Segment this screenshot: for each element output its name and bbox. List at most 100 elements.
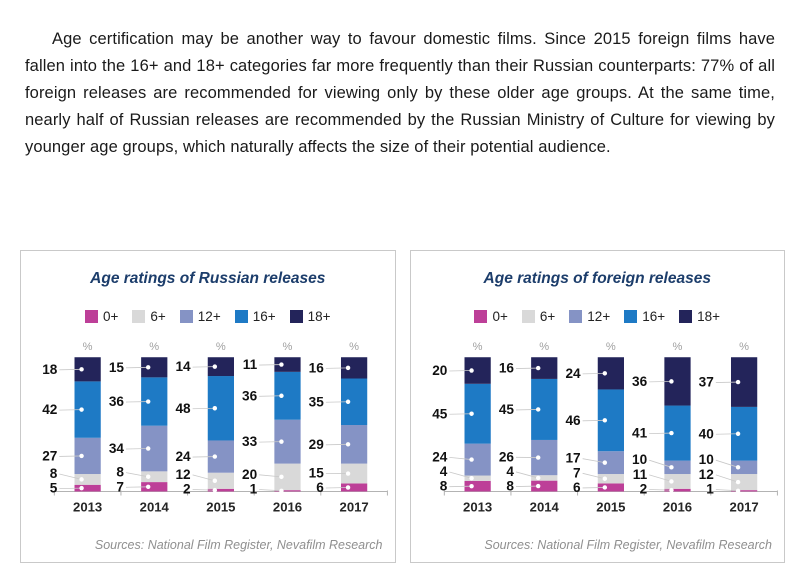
value-label-12plus: 33 <box>242 434 258 449</box>
value-label-18plus: 16 <box>498 361 514 376</box>
category-label-year: 2013 <box>73 500 102 515</box>
legend-item-6plus: 6+ <box>132 309 165 324</box>
value-label-12plus: 29 <box>309 437 325 452</box>
legend-label: 6+ <box>540 309 555 324</box>
category-label-year: 2016 <box>273 500 302 515</box>
value-label-0plus: 8 <box>439 479 447 494</box>
percent-unit-label: % <box>739 341 749 353</box>
value-label-16plus: 35 <box>309 394 325 409</box>
leader-dot <box>346 442 350 446</box>
chart-panel-russian-releases: Age ratings of Russian releases 0+6+12+1… <box>20 250 396 563</box>
percent-unit-label: % <box>539 341 549 353</box>
value-label-16plus: 45 <box>498 402 514 417</box>
bar-segment-6plus <box>464 476 490 481</box>
legend-label: 16+ <box>253 309 276 324</box>
legend-swatch <box>180 310 193 323</box>
bar-segment-6plus <box>208 473 234 489</box>
value-label-0plus: 6 <box>316 480 324 495</box>
leader-dot <box>735 480 739 484</box>
category-label-year: 2013 <box>463 500 492 515</box>
leader-line <box>126 367 148 368</box>
leader-dot <box>669 479 673 483</box>
legend-label: 18+ <box>308 309 331 324</box>
leader-dot <box>346 485 350 489</box>
leader-dot <box>213 488 217 492</box>
leader-dot <box>279 475 283 479</box>
leader-dot <box>146 365 150 369</box>
value-label-6plus: 11 <box>632 467 647 482</box>
leader-line <box>259 396 281 397</box>
sources-note: Sources: National Film Register, Nevafil… <box>484 538 772 552</box>
legend-label: 12+ <box>587 309 610 324</box>
value-label-12plus: 24 <box>432 449 448 464</box>
leader-line <box>582 420 604 421</box>
category-label-year: 2014 <box>140 500 170 515</box>
legend-label: 0+ <box>492 309 507 324</box>
value-label-18plus: 24 <box>565 366 581 381</box>
leader-line <box>326 487 348 488</box>
value-label-0plus: 2 <box>183 482 191 497</box>
leader-line <box>259 442 281 443</box>
leader-dot <box>279 489 283 493</box>
leader-dot <box>279 394 283 398</box>
leader-line <box>649 381 671 382</box>
percent-unit-label: % <box>283 341 293 353</box>
leader-line <box>259 365 281 366</box>
leader-dot <box>669 431 673 435</box>
legend-swatch <box>569 310 582 323</box>
leader-dot <box>669 488 673 492</box>
stacked-bar-plot: %582742182013%783436152014%2122448142015… <box>21 332 395 530</box>
value-label-16plus: 45 <box>432 406 448 421</box>
value-label-0plus: 2 <box>639 482 647 497</box>
leader-dot <box>669 465 673 469</box>
chart-legend: 0+6+12+16+18+ <box>411 309 785 324</box>
leader-dot <box>602 485 606 489</box>
leader-dot <box>535 455 539 459</box>
value-label-12plus: 10 <box>632 452 648 467</box>
category-label-year: 2017 <box>729 500 758 515</box>
legend-swatch <box>132 310 145 323</box>
leader-dot <box>213 479 217 483</box>
leader-dot <box>469 368 473 372</box>
leader-line <box>715 434 737 435</box>
value-label-16plus: 46 <box>565 413 581 428</box>
leader-dot <box>602 460 606 464</box>
value-label-6plus: 4 <box>506 464 514 479</box>
leader-line <box>582 373 604 374</box>
leader-dot <box>279 362 283 366</box>
leader-dot <box>279 439 283 443</box>
percent-unit-label: % <box>605 341 615 353</box>
bar-segment-6plus <box>531 475 557 480</box>
leader-dot <box>669 379 673 383</box>
legend-swatch <box>522 310 535 323</box>
legend-item-12plus: 12+ <box>569 309 610 324</box>
bar-segment-12plus <box>597 451 623 474</box>
legend-swatch <box>474 310 487 323</box>
leader-line <box>326 368 348 369</box>
leader-line <box>715 382 737 383</box>
chart-title: Age ratings of foreign releases <box>411 270 785 288</box>
legend-label: 12+ <box>198 309 221 324</box>
value-label-0plus: 7 <box>116 479 124 494</box>
leader-dot <box>535 484 539 488</box>
charts-row: Age ratings of Russian releases 0+6+12+1… <box>20 250 785 563</box>
leader-line <box>326 444 348 445</box>
value-label-16plus: 41 <box>632 426 648 441</box>
value-label-6plus: 12 <box>698 467 714 482</box>
leader-dot <box>79 486 83 490</box>
leader-dot <box>346 471 350 475</box>
value-label-16plus: 42 <box>42 402 58 417</box>
leader-dot <box>213 364 217 368</box>
leader-dot <box>469 457 473 461</box>
legend-item-16plus: 16+ <box>235 309 276 324</box>
value-label-18plus: 16 <box>309 360 325 375</box>
leader-dot <box>213 406 217 410</box>
leader-dot <box>602 477 606 481</box>
value-label-12plus: 17 <box>565 451 580 466</box>
chart-legend: 0+6+12+16+18+ <box>21 309 395 324</box>
leader-line <box>126 487 148 488</box>
legend-swatch <box>235 310 248 323</box>
leader-dot <box>469 412 473 416</box>
leader-dot <box>735 380 739 384</box>
bar-segment-6plus <box>141 471 167 482</box>
